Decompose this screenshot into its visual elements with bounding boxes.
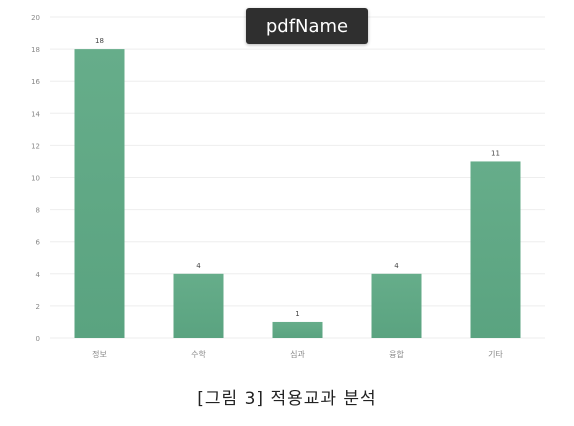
bar [470, 161, 521, 338]
pdf-name-tooltip: pdfName [246, 8, 368, 44]
data-label: 4 [196, 262, 201, 270]
y-tick-label: 8 [36, 207, 40, 215]
data-label: 1 [295, 310, 299, 318]
data-label: 4 [394, 262, 399, 270]
y-tick-label: 10 [31, 175, 40, 183]
x-axis-ticks: 정보 수학 심과 융합 기타 [92, 349, 503, 359]
gridlines [50, 16, 545, 339]
y-tick-label: 18 [31, 46, 40, 54]
bar [272, 321, 323, 338]
y-tick-label: 12 [31, 142, 40, 150]
x-tick-label: 기타 [488, 350, 503, 359]
y-tick-label: 16 [31, 78, 40, 86]
y-tick-label: 14 [31, 110, 40, 118]
bars [74, 49, 521, 338]
y-tick-label: 0 [36, 335, 40, 343]
bar [173, 273, 224, 338]
data-label: 18 [95, 37, 104, 45]
y-tick-label: 4 [36, 271, 41, 279]
bar [74, 49, 125, 338]
figure-caption: [그림 3] 적용교과 분석 [197, 389, 377, 409]
x-tick-label: 융합 [389, 350, 404, 359]
bar [371, 273, 422, 338]
x-tick-label: 수학 [191, 349, 206, 359]
y-tick-label: 6 [36, 239, 41, 247]
y-axis-ticks: 0 2 4 6 8 10 12 14 16 18 20 [31, 14, 40, 343]
y-tick-label: 20 [31, 14, 40, 22]
x-tick-label: 정보 [92, 349, 107, 359]
x-tick-label: 심과 [290, 349, 305, 359]
y-tick-label: 2 [36, 303, 40, 311]
data-label: 11 [491, 149, 500, 157]
data-labels: 18 4 1 4 11 [95, 37, 500, 318]
